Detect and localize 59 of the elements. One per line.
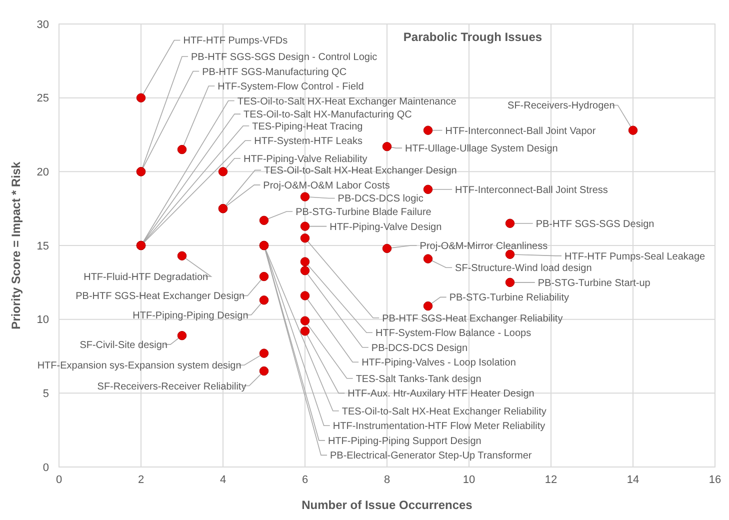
data-label: HTF-System-Flow Balance - Loops xyxy=(376,328,532,340)
data-label: Proj-O&M-Mirror Cleanliness xyxy=(420,241,548,252)
data-label: TES-Oil-to-Salt HX-Manufacturing QC xyxy=(244,110,412,121)
data-label: SF-Structure-Wind load design xyxy=(455,263,592,274)
x-tick-label: 12 xyxy=(544,474,558,486)
data-label: TES-Oil-to-Salt HX-Heat Exchanger Design xyxy=(264,166,457,177)
data-label: HTF-Expansion sys-Expansion system design xyxy=(37,360,242,372)
data-label: TES-Piping-Heat Tracing xyxy=(252,121,363,132)
data-label: HTF-HTF Pumps-Seal Leakage xyxy=(564,251,706,262)
data-label: HTF-System-HTF Leaks xyxy=(254,136,363,148)
x-tick-label: 16 xyxy=(708,474,722,486)
data-label: HTF-Piping-Valves - Loop Isolation xyxy=(362,358,516,369)
data-label: SF-Civil-Site design xyxy=(80,340,168,351)
y-tick-label: 30 xyxy=(36,18,49,31)
data-label: PB-DCS-DCS logic xyxy=(338,194,424,205)
data-label: PB-HTF SGS-SGS Design xyxy=(536,218,654,230)
y-tick-label: 10 xyxy=(36,314,49,326)
data-label: Proj-O&M-O&M Labor Costs xyxy=(263,180,390,192)
x-tick-label: 0 xyxy=(56,474,62,486)
data-label: HTF-HTF Pumps-VFDs xyxy=(183,36,288,47)
data-label: HTF-System-Flow Control - Field xyxy=(218,82,364,93)
data-label: HTF-Piping-Valve Design xyxy=(330,222,442,233)
data-label: HTF-Fluid-HTF Degradation xyxy=(84,272,208,284)
x-tick-label: 2 xyxy=(138,474,144,486)
text: Parabolic Trough Issues xyxy=(403,30,542,44)
x-tick-label: 10 xyxy=(462,474,476,486)
y-axis-title: Priority Score = Impact * Risk xyxy=(9,161,23,330)
y-tick-label: 25 xyxy=(36,92,49,105)
x-tick-label: 4 xyxy=(220,474,226,486)
data-label: HTF-Interconnect-Ball Joint Vapor xyxy=(445,126,596,137)
y-tick-label: 0 xyxy=(42,462,49,474)
data-label: TES-Salt Tanks-Tank design xyxy=(356,374,482,385)
data-label: PB-HTF SGS-Heat Exchanger Reliability xyxy=(382,313,563,324)
y-tick-label: 15 xyxy=(36,240,49,252)
x-tick-label: 6 xyxy=(302,474,308,486)
data-label: PB-HTF SGS-Manufacturing QC xyxy=(202,66,347,78)
data-label: SF-Receivers-Hydrogen xyxy=(508,100,615,112)
data-label: PB-STG-Turbine Blade Failure xyxy=(296,207,432,218)
data-label: HTF-Piping-Piping Support Design xyxy=(328,436,482,447)
data-label: HTF-Piping-Piping Design xyxy=(132,310,248,322)
data-label: HTF-Instrumentation-HTF Flow Meter Reliability xyxy=(332,421,546,432)
data-label: SF-Receivers-Receiver Reliability xyxy=(97,381,246,392)
data-label: HTF-Aux. Htr-Auxilary HTF Heater Design xyxy=(348,388,534,400)
data-label: TES-Oil-to-Salt HX-Heat Exchanger Maintenance xyxy=(237,96,457,108)
y-tick-label: 20 xyxy=(36,166,49,179)
x-tick-label: 14 xyxy=(626,474,640,486)
data-label: HTF-Piping-Valve Reliability xyxy=(244,154,368,165)
data-label: PB-STG-Turbine Start-up xyxy=(538,278,651,289)
data-label: PB-HTF SGS-SGS Design - Control Logic xyxy=(191,52,378,63)
y-tick-label: 5 xyxy=(42,388,49,400)
data-label: PB-Electrical-Generator Step-Up Transformer xyxy=(330,450,532,462)
data-label: PB-DCS-DCS Design xyxy=(371,342,468,354)
data-label: PB-HTF SGS-Heat Exchanger Design xyxy=(76,291,245,302)
data-label: PB-STG-Turbine Reliability xyxy=(449,292,569,304)
data-label: HTF-Ullage-Ullage System Design xyxy=(405,144,558,155)
data-label: TES-Oil-to-Salt HX-Heat Exchanger Reliability xyxy=(342,406,546,418)
data-label: HTF-Interconnect-Ball Joint Stress xyxy=(455,184,608,196)
x-axis-title: Number of Issue Occurrences xyxy=(302,498,473,512)
x-tick-label: 8 xyxy=(384,474,390,486)
